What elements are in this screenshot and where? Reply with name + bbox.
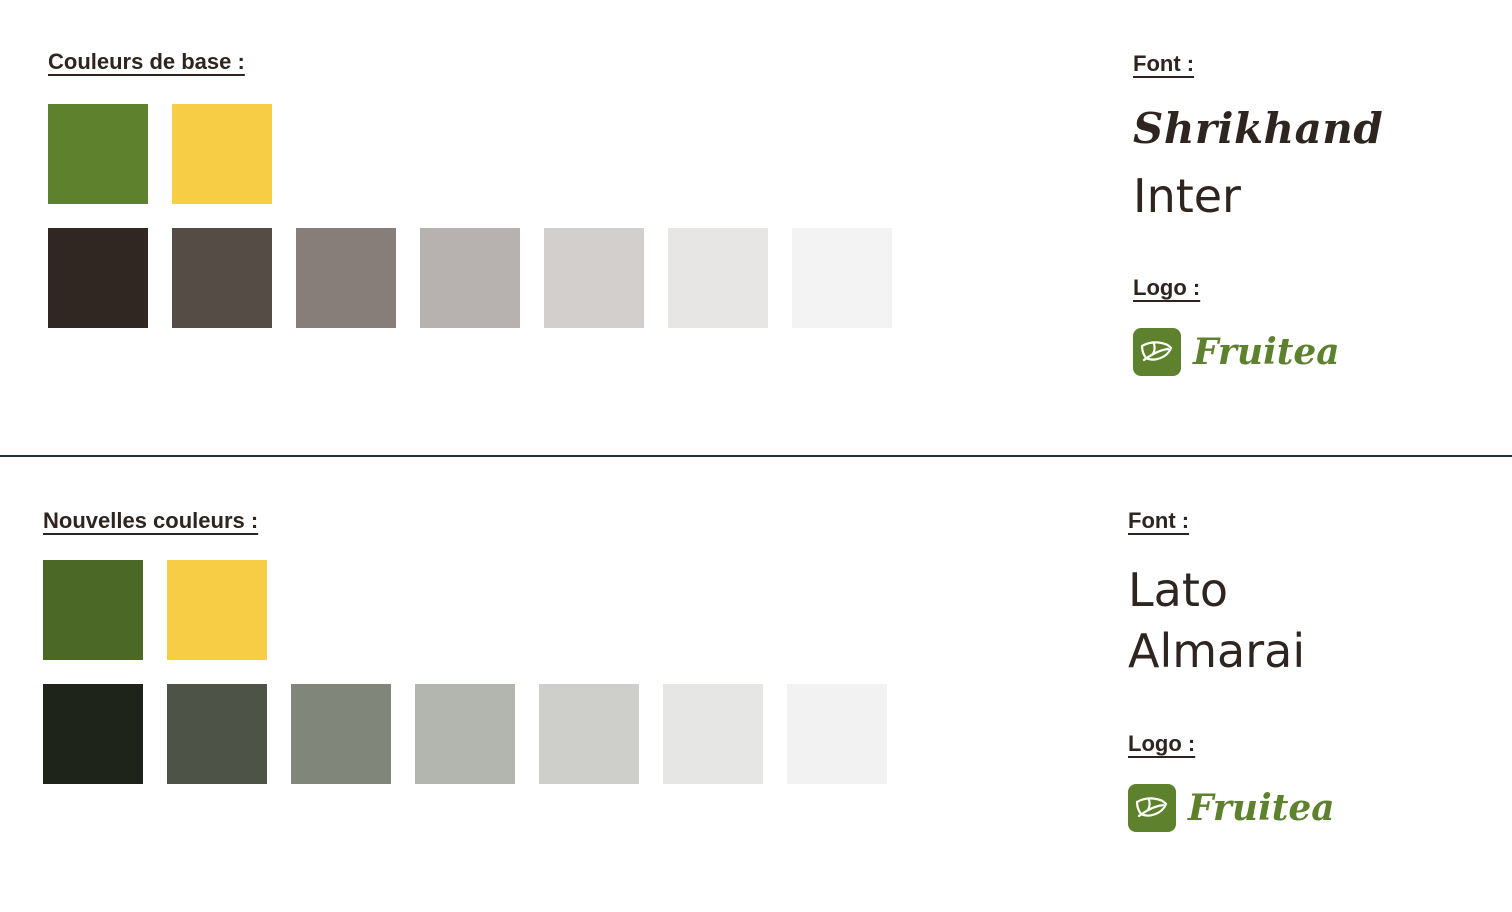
new-font-sample-secondary: Almarai — [1128, 624, 1306, 678]
swatch-new-neutral-5 — [539, 684, 639, 784]
new-colors-heading: Nouvelles couleurs : — [43, 508, 259, 533]
new-neutral-swatches — [43, 684, 887, 784]
swatch-base-neutral-3 — [296, 228, 396, 328]
swatch-new-neutral-3 — [291, 684, 391, 784]
base-font-heading: Font : — [1133, 51, 1195, 76]
swatch-new-neutral-2 — [167, 684, 267, 784]
base-logo-heading: Logo : — [1133, 275, 1201, 300]
new-logo: Fruitea — [1128, 784, 1335, 832]
swatch-base-yellow — [172, 104, 272, 204]
new-font-sample-primary: Lato — [1128, 563, 1228, 617]
new-font-heading: Font : — [1128, 508, 1190, 533]
section-divider — [0, 455, 1512, 457]
base-logo: Fruitea — [1133, 328, 1340, 376]
leaf-icon — [1133, 328, 1181, 376]
logo-wordmark: Fruitea — [1193, 331, 1340, 373]
swatch-base-neutral-6 — [668, 228, 768, 328]
base-font-sample-display: Shrikhand — [1133, 104, 1384, 153]
swatch-base-green — [48, 104, 148, 204]
swatch-base-neutral-2 — [172, 228, 272, 328]
logo-wordmark: Fruitea — [1188, 787, 1335, 829]
swatch-new-neutral-4 — [415, 684, 515, 784]
base-primary-swatches — [48, 104, 272, 204]
swatch-base-neutral-5 — [544, 228, 644, 328]
swatch-base-neutral-1 — [48, 228, 148, 328]
base-palette-section: Couleurs de base : Font : Shrikhand Inte… — [0, 0, 1512, 455]
swatch-base-neutral-4 — [420, 228, 520, 328]
swatch-new-yellow — [167, 560, 267, 660]
base-neutral-swatches — [48, 228, 892, 328]
swatch-new-neutral-6 — [663, 684, 763, 784]
base-colors-heading: Couleurs de base : — [48, 49, 245, 74]
new-logo-heading: Logo : — [1128, 731, 1196, 756]
swatch-base-neutral-7 — [792, 228, 892, 328]
swatch-new-neutral-7 — [787, 684, 887, 784]
base-font-sample-body: Inter — [1133, 169, 1241, 223]
new-palette-section: Nouvelles couleurs : Font : Lato Almarai… — [0, 457, 1512, 912]
leaf-icon — [1128, 784, 1176, 832]
new-primary-swatches — [43, 560, 267, 660]
swatch-new-neutral-1 — [43, 684, 143, 784]
swatch-new-green — [43, 560, 143, 660]
